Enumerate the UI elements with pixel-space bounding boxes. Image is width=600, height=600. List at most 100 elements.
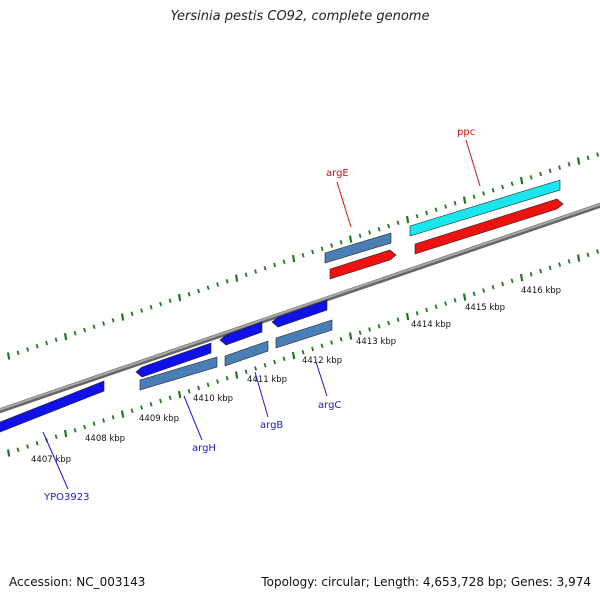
- outer-tick: [102, 321, 106, 326]
- outer-tick: [197, 288, 201, 294]
- outer-tick: [453, 201, 457, 206]
- inner-tick: [396, 317, 400, 323]
- outer-tick: [396, 220, 400, 226]
- outer-tick: [54, 337, 58, 343]
- inner-tick: [311, 346, 315, 352]
- outer-tick: [149, 305, 153, 310]
- gene-label-argC: argC: [318, 400, 341, 411]
- inner-tick: [111, 415, 115, 420]
- ppc-feature-upper: [409, 179, 561, 237]
- outer-tick: [244, 272, 248, 278]
- inner-tick: [539, 268, 543, 274]
- outer-tick: [358, 233, 362, 239]
- outer-tick: [510, 181, 514, 187]
- scale-label: 4414 kbp: [411, 320, 451, 330]
- outer-tick: [472, 194, 476, 200]
- outer-tick: [225, 279, 229, 284]
- inner-tick: [548, 265, 552, 271]
- gene-label-argE: argE: [326, 168, 349, 179]
- inner-tick: [168, 395, 172, 401]
- accession-text: Accession: NC_003143: [9, 575, 146, 589]
- outer-tick: [519, 176, 524, 185]
- outer-tick: [320, 246, 324, 252]
- outer-tick: [273, 262, 277, 268]
- genome-summary-text: Topology: circular; Length: 4,653,728 bp…: [261, 575, 591, 589]
- ppc-feature: [414, 198, 564, 255]
- gene-label-YPO3923: YPO3923: [43, 492, 89, 503]
- outer-tick-ring: [6, 152, 600, 360]
- scale-label: 4411 kbp: [247, 375, 287, 385]
- inner-tick: [159, 398, 163, 404]
- outer-tick: [377, 227, 381, 232]
- inner-tick: [501, 281, 505, 287]
- inner-tick: [187, 389, 191, 394]
- outer-tick: [83, 327, 87, 333]
- outer-tick: [482, 191, 486, 196]
- inner-tick: [368, 327, 372, 332]
- argH-feature: [135, 342, 212, 378]
- inner-tick: [149, 402, 153, 407]
- outer-tick: [16, 350, 20, 356]
- outer-tick: [263, 266, 267, 271]
- outer-tick: [434, 207, 438, 213]
- inner-tick: [244, 369, 248, 375]
- inner-tick: [140, 405, 144, 410]
- gene-label-argB: argB: [260, 420, 283, 431]
- outer-tick: [491, 188, 495, 193]
- inner-tick: [348, 332, 353, 340]
- scale-label: 4413 kbp: [356, 337, 396, 347]
- inner-tick: [586, 252, 590, 258]
- YPO3923-feature: [0, 380, 105, 433]
- gene-leader-line: [42, 431, 69, 490]
- inner-tick: [83, 424, 87, 430]
- outer-tick: [425, 210, 429, 216]
- outer-tick: [216, 282, 220, 287]
- inner-tick: [434, 304, 438, 310]
- outer-tick: [529, 175, 533, 180]
- outer-tick: [462, 196, 467, 204]
- outer-tick: [45, 340, 49, 346]
- gene-leader-line: [336, 181, 352, 228]
- outer-tick: [63, 332, 68, 341]
- outer-tick: [92, 324, 96, 330]
- inner-tick-ring: [6, 249, 600, 457]
- outer-tick: [330, 243, 334, 248]
- outer-tick: [301, 253, 305, 258]
- inner-tick: [102, 418, 106, 423]
- outer-tick: [339, 240, 343, 245]
- inner-tick: [444, 301, 448, 306]
- outer-tick: [444, 204, 448, 209]
- inner-tick: [73, 427, 77, 433]
- inner-tick: [491, 285, 495, 290]
- inner-tick: [177, 390, 182, 399]
- outer-tick: [168, 298, 172, 304]
- inner-tick: [339, 337, 343, 342]
- inner-tick: [558, 262, 562, 267]
- outer-tick: [539, 171, 543, 177]
- inner-tick: [26, 444, 30, 449]
- inner-tick: [273, 359, 277, 365]
- argB-feature-lower: [224, 340, 269, 367]
- argE-feature: [329, 249, 397, 280]
- inner-tick: [519, 273, 524, 282]
- outer-tick: [548, 168, 552, 174]
- inner-tick: [529, 272, 533, 277]
- outer-tick: [387, 223, 391, 229]
- inner-tick: [35, 440, 39, 446]
- outer-tick: [159, 301, 163, 307]
- inner-tick: [282, 356, 286, 362]
- inner-tick: [462, 293, 467, 301]
- scale-label: 4415 kbp: [465, 303, 505, 313]
- argC-feature-lower: [275, 319, 333, 349]
- scale-label: 4416 kbp: [521, 286, 561, 296]
- inner-tick: [330, 340, 334, 345]
- outer-tick: [73, 330, 77, 336]
- argC-feature: [271, 299, 328, 328]
- gene-label-ppc: ppc: [457, 127, 475, 138]
- inner-tick: [206, 382, 210, 388]
- argH-feature-lower: [139, 356, 218, 391]
- inner-tick: [482, 288, 486, 293]
- gene-leader-line: [254, 371, 269, 418]
- outer-tick: [206, 285, 210, 291]
